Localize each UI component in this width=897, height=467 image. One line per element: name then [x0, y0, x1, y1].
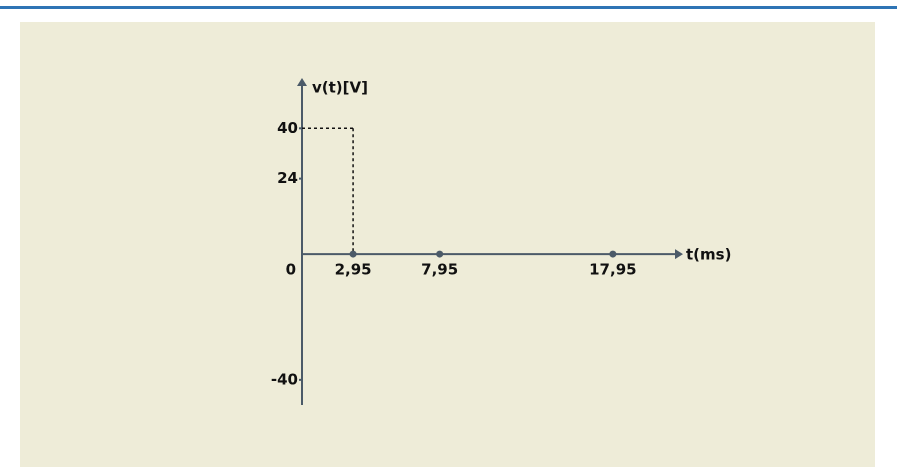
y-tick-label: -40 — [271, 370, 298, 388]
x-tick-label: 7,95 — [421, 261, 458, 279]
y-axis-arrow — [297, 78, 307, 86]
x-axis-label: t(ms) — [686, 246, 731, 264]
x-axis-arrow — [675, 249, 683, 260]
top-rule — [0, 6, 897, 9]
panel — [20, 22, 875, 467]
y-tick-label: 0 — [286, 261, 296, 279]
x-tick — [436, 250, 444, 258]
x-tick — [609, 250, 617, 258]
y-axis-label: v(t)[V] — [312, 79, 368, 97]
x-tick-label: 17,95 — [589, 261, 636, 279]
y-tick-label: 24 — [277, 169, 298, 187]
y-tick-label: 40 — [277, 119, 298, 137]
x-tick — [349, 250, 357, 258]
x-tick-label: 2,95 — [335, 261, 372, 279]
